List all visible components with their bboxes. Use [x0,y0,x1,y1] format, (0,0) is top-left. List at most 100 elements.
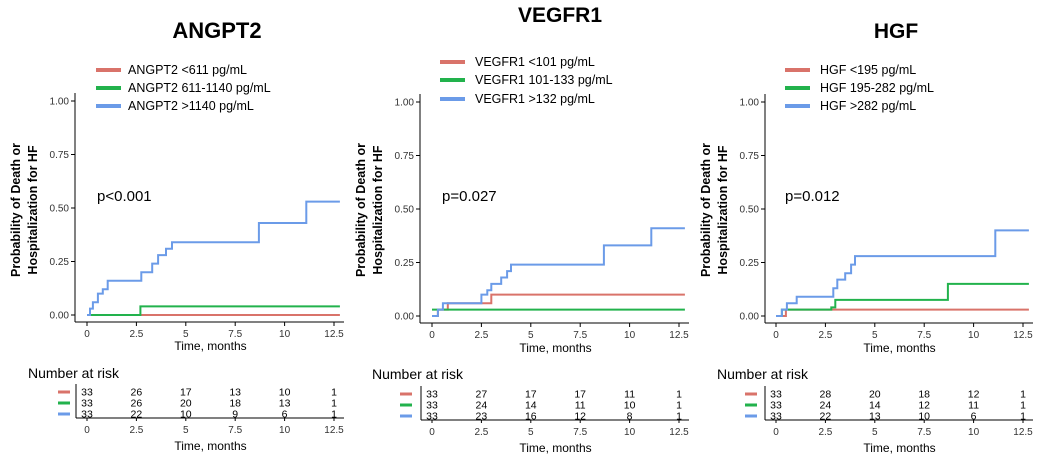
risk-count: 22 [820,411,832,423]
x-tick-label: 5 [528,330,534,341]
x-tick-label: 7.5 [228,329,242,340]
risk-count: 13 [869,411,881,423]
risk-x-tick-label: 5 [183,425,189,436]
y-tick-label: 0.00 [740,312,760,323]
risk-count: 11 [624,389,635,401]
risk-count: 1 [1020,400,1026,412]
risk-x-tick-label: 2.5 [474,427,488,438]
y-tick-label: 0.25 [740,258,760,269]
legend-label: HGF 195-282 pg/mL [820,81,934,95]
risk-x-tick-label: 5 [872,427,878,438]
y-tick-label: 1.00 [50,97,70,108]
legend-label: VEGFR1 101-133 pg/mL [475,73,613,87]
risk-count: 1 [331,409,337,421]
x-tick-label: 12.5 [324,329,344,340]
y-axis-label-line2: Hospitalization for HF [716,145,730,275]
y-tick-label: 1.00 [740,98,760,109]
legend-label: VEGFR1 <101 pg/mL [475,55,595,69]
risk-count: 20 [180,398,192,410]
risk-count: 20 [869,389,881,401]
risk-count: 1 [1020,389,1026,401]
risk-count: 16 [525,411,537,423]
risk-count: 1 [676,411,682,423]
x-tick-label: 10 [968,330,980,341]
risk-count: 1 [1020,411,1026,423]
risk-count: 22 [131,409,143,421]
x-tick-label: 0 [773,330,779,341]
y-tick-label: 1.00 [395,98,415,109]
x-axis-label: Time, months [174,339,246,353]
risk-count: 1 [676,389,682,401]
risk-count: 33 [81,398,93,410]
risk-count: 6 [282,409,288,421]
y-tick-label: 0.50 [50,204,70,215]
risk-count: 23 [476,411,488,423]
risk-count: 10 [918,411,930,423]
risk-count: 6 [971,411,977,423]
legend-label: ANGPT2 <611 pg/mL [128,63,247,77]
hgf-chart: HGF HGF <195 pg/mL HGF 195-282 pg/mL HGF >2… [699,20,1033,455]
y-axis-label-line1: Probability of Death or [354,143,368,277]
y-axis-label-line1: Probability of Death or [699,143,713,277]
risk-count: 12 [574,411,586,423]
risk-count: 10 [624,400,636,412]
x-tick-label: 2.5 [474,330,488,341]
risk-x-tick-label: 10 [279,425,291,436]
risk-count: 9 [232,409,238,421]
risk-x-tick-label: 0 [429,427,435,438]
x-tick-label: 12.5 [669,330,689,341]
risk-count: 33 [770,389,782,401]
risk-x-tick-label: 7.5 [573,427,587,438]
risk-table-title: Number at risk [717,366,809,382]
risk-count: 18 [229,398,241,410]
y-tick-label: 0.50 [395,205,415,216]
risk-count: 1 [331,387,337,399]
x-tick-label: 2.5 [129,329,143,340]
x-tick-label: 10 [624,330,636,341]
y-tick-label: 0.25 [395,258,415,269]
risk-x-tick-label: 7.5 [228,425,242,436]
x-axis-label: Time, months [519,341,591,355]
risk-table-title: Number at risk [28,365,120,381]
risk-count: 12 [968,389,980,401]
p-value: p=0.027 [442,188,497,205]
risk-x-tick-label: 0 [773,427,779,438]
chart-title: ANGPT2 [172,18,261,43]
y-tick-label: 0.75 [740,151,760,162]
risk-x-tick-label: 0 [84,425,90,436]
risk-count: 10 [180,409,192,421]
risk-x-tick-label: 10 [968,427,980,438]
risk-count: 8 [627,411,633,423]
risk-x-tick-label: 2.5 [818,427,832,438]
risk-count: 13 [279,398,291,410]
km-curve-series-2 [87,305,340,316]
risk-count: 33 [426,411,438,423]
y-axis-label-line2: Hospitalization for HF [26,145,40,275]
risk-count: 10 [279,387,291,399]
risk-x-tick-label: 12.5 [669,427,689,438]
angpt2-chart: ANGPT2 ANGPT2 <611 pg/mL ANGPT2 611-1140 p… [9,18,344,453]
risk-count: 14 [525,400,537,412]
y-tick-label: 0.25 [50,257,70,268]
risk-x-axis-label: Time, months [174,439,246,453]
risk-x-axis-label: Time, months [519,441,591,455]
risk-count: 17 [180,387,192,399]
risk-x-tick-label: 5 [528,427,534,438]
x-axis-label: Time, months [863,341,935,355]
risk-count: 17 [525,389,537,401]
vegfr1-chart: VEGFR1 VEGFR1 <101 pg/mL VEGFR1 101-133 pg… [354,4,689,455]
p-value: p<0.001 [97,188,152,205]
chart-title: VEGFR1 [518,4,602,27]
risk-x-tick-label: 7.5 [917,427,931,438]
y-tick-label: 0.75 [50,150,70,161]
risk-count: 11 [575,400,586,412]
risk-count: 1 [331,398,337,410]
x-tick-label: 5 [872,330,878,341]
risk-count: 33 [426,400,438,412]
legend-label: ANGPT2 611-1140 pg/mL [128,81,271,95]
risk-count: 24 [820,400,832,412]
legend-label: ANGPT2 >1140 pg/mL [128,99,254,113]
p-value: p=0.012 [785,188,840,205]
risk-count: 17 [574,389,586,401]
